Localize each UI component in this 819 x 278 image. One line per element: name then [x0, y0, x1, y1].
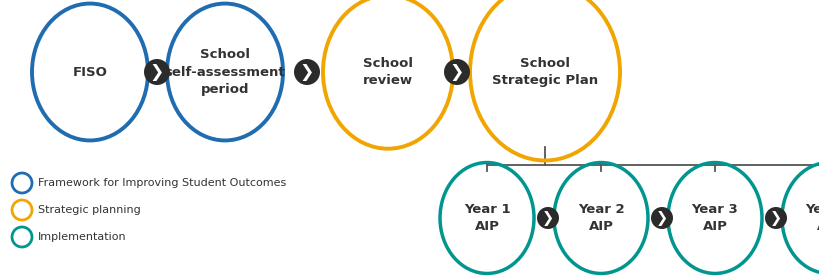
Circle shape	[764, 207, 786, 229]
Text: FISO: FISO	[72, 66, 107, 78]
Text: School
review: School review	[363, 57, 413, 87]
Text: Year 3
AIP: Year 3 AIP	[690, 203, 737, 233]
Circle shape	[650, 207, 672, 229]
Text: ❯: ❯	[450, 63, 464, 81]
Text: Year 2
AIP: Year 2 AIP	[577, 203, 623, 233]
Text: ❯: ❯	[541, 210, 554, 225]
Circle shape	[294, 59, 319, 85]
Text: ❯: ❯	[300, 63, 314, 81]
Text: Implementation: Implementation	[38, 232, 126, 242]
Text: Strategic planning: Strategic planning	[38, 205, 141, 215]
Text: ❯: ❯	[655, 210, 667, 225]
Text: ❯: ❯	[769, 210, 781, 225]
Circle shape	[443, 59, 469, 85]
Text: School
self-assessment
period: School self-assessment period	[165, 48, 285, 96]
Text: Year 4
AIP: Year 4 AIP	[804, 203, 819, 233]
Circle shape	[536, 207, 559, 229]
Text: Framework for Improving Student Outcomes: Framework for Improving Student Outcomes	[38, 178, 286, 188]
Circle shape	[144, 59, 170, 85]
Text: ❯: ❯	[150, 63, 164, 81]
Text: Year 1
AIP: Year 1 AIP	[463, 203, 509, 233]
Text: School
Strategic Plan: School Strategic Plan	[491, 57, 597, 87]
